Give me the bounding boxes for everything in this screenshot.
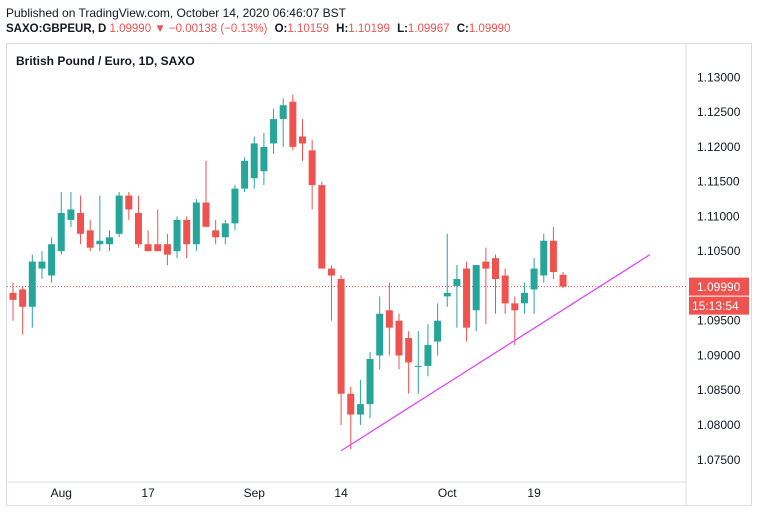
- candle-body: [134, 212, 142, 245]
- close-value: 1.09990: [468, 23, 511, 35]
- candle-body: [385, 310, 393, 328]
- y-tick-label: 1.07500: [697, 453, 741, 467]
- ohlc-header: SAXO:GBPEUR, D 1.09990 ▼ −0.00138 (−0.13…: [6, 23, 510, 35]
- x-tick-label: Sep: [244, 486, 266, 500]
- candle-body: [86, 230, 94, 248]
- y-tick-label: 1.08000: [697, 418, 741, 432]
- x-tick-label: Oct: [438, 486, 457, 500]
- x-tick-label: 19: [527, 486, 541, 500]
- candle-body: [299, 136, 306, 144]
- candle-body: [192, 202, 200, 245]
- candle-body: [67, 209, 75, 220]
- candle-body: [308, 150, 316, 186]
- candle-body: [405, 338, 413, 363]
- y-tick-label: 1.09500: [697, 314, 741, 328]
- y-tick-label: 1.09000: [697, 348, 741, 362]
- price-change: −0.00138 (−0.13%): [168, 23, 268, 35]
- candle-body: [231, 188, 239, 224]
- x-tick-label: Aug: [51, 486, 72, 500]
- candle-body: [260, 146, 268, 172]
- open-label: O:: [274, 23, 288, 35]
- y-tick-label: 1.12500: [697, 105, 741, 119]
- y-tick-label: 1.11500: [697, 175, 740, 189]
- countdown-label: 15:13:54: [692, 299, 739, 313]
- candle-body: [270, 119, 278, 144]
- chart-title: British Pound / Euro, 1D, SAXO: [16, 54, 195, 68]
- candle-body: [327, 268, 335, 276]
- last-price: 1.09990: [109, 23, 152, 35]
- high-value: 1.10199: [348, 23, 390, 35]
- y-tick-label: 1.13000: [697, 70, 741, 84]
- x-tick-label: 17: [141, 486, 155, 500]
- y-tick-label: 1.12000: [697, 140, 741, 154]
- candle-body: [125, 195, 133, 210]
- low-value: 1.09967: [407, 23, 450, 35]
- candle-body: [453, 278, 461, 286]
- published-line: Published on TradingView.com, October 14…: [6, 6, 346, 20]
- candle-body: [221, 223, 229, 238]
- down-arrow-icon: ▼: [154, 23, 166, 35]
- candle-body: [28, 261, 36, 307]
- candle-body: [424, 345, 432, 366]
- candle-body: [173, 219, 181, 252]
- candle-body: [395, 320, 403, 356]
- close-label: C:: [456, 23, 469, 35]
- candle-body: [501, 275, 509, 304]
- candle-body: [57, 212, 65, 252]
- candle-body: [202, 202, 210, 227]
- candle-body: [337, 278, 345, 394]
- candle-body: [19, 289, 27, 307]
- candle-body: [443, 292, 451, 297]
- chart-frame[interactable]: [6, 43, 752, 506]
- candle-body: [482, 261, 490, 269]
- candle-body: [144, 244, 152, 252]
- candle-body: [279, 105, 287, 120]
- candle-body: [463, 268, 471, 328]
- candle-body: [530, 268, 538, 290]
- x-tick-label: 14: [334, 486, 348, 500]
- y-tick-label: 1.11000: [697, 209, 740, 223]
- candle-body: [212, 230, 220, 238]
- candle-body: [559, 274, 567, 287]
- candle-body: [472, 265, 480, 311]
- candle-body: [376, 313, 384, 356]
- countdown-label-bg: [689, 296, 749, 315]
- candle-body: [540, 240, 548, 276]
- candle-body: [9, 292, 17, 300]
- candle-body: [38, 261, 46, 269]
- trendline: [340, 254, 651, 452]
- candle-body: [434, 320, 442, 342]
- high-label: H:: [336, 23, 349, 35]
- candle-body: [96, 240, 104, 245]
- candle-body: [48, 244, 56, 276]
- candle-body: [318, 185, 326, 269]
- candle-body: [154, 244, 162, 252]
- candle-body: [414, 365, 422, 367]
- candle-body: [347, 393, 355, 415]
- open-value: 1.10159: [287, 23, 329, 35]
- y-tick-label: 1.08500: [697, 383, 741, 397]
- candle-body: [115, 195, 123, 234]
- last-price-label-bg: [689, 277, 749, 296]
- low-label: L:: [397, 23, 408, 35]
- candle-body: [163, 244, 171, 255]
- y-tick-label: 1.10500: [697, 244, 741, 258]
- candle-body: [241, 160, 249, 189]
- last-price-label: 1.09990: [697, 280, 741, 294]
- candle-body: [77, 212, 85, 234]
- candle-body: [356, 404, 364, 415]
- candle-body: [520, 292, 528, 304]
- candle-body: [549, 240, 557, 273]
- candle-body: [183, 219, 191, 245]
- candle-body: [250, 143, 258, 179]
- candle-body: [289, 101, 297, 147]
- candle-body: [366, 358, 374, 405]
- candle-body: [511, 303, 519, 311]
- symbol-label: SAXO:GBPEUR, D: [6, 23, 107, 35]
- candle-body: [106, 237, 113, 245]
- candle-body: [492, 258, 499, 279]
